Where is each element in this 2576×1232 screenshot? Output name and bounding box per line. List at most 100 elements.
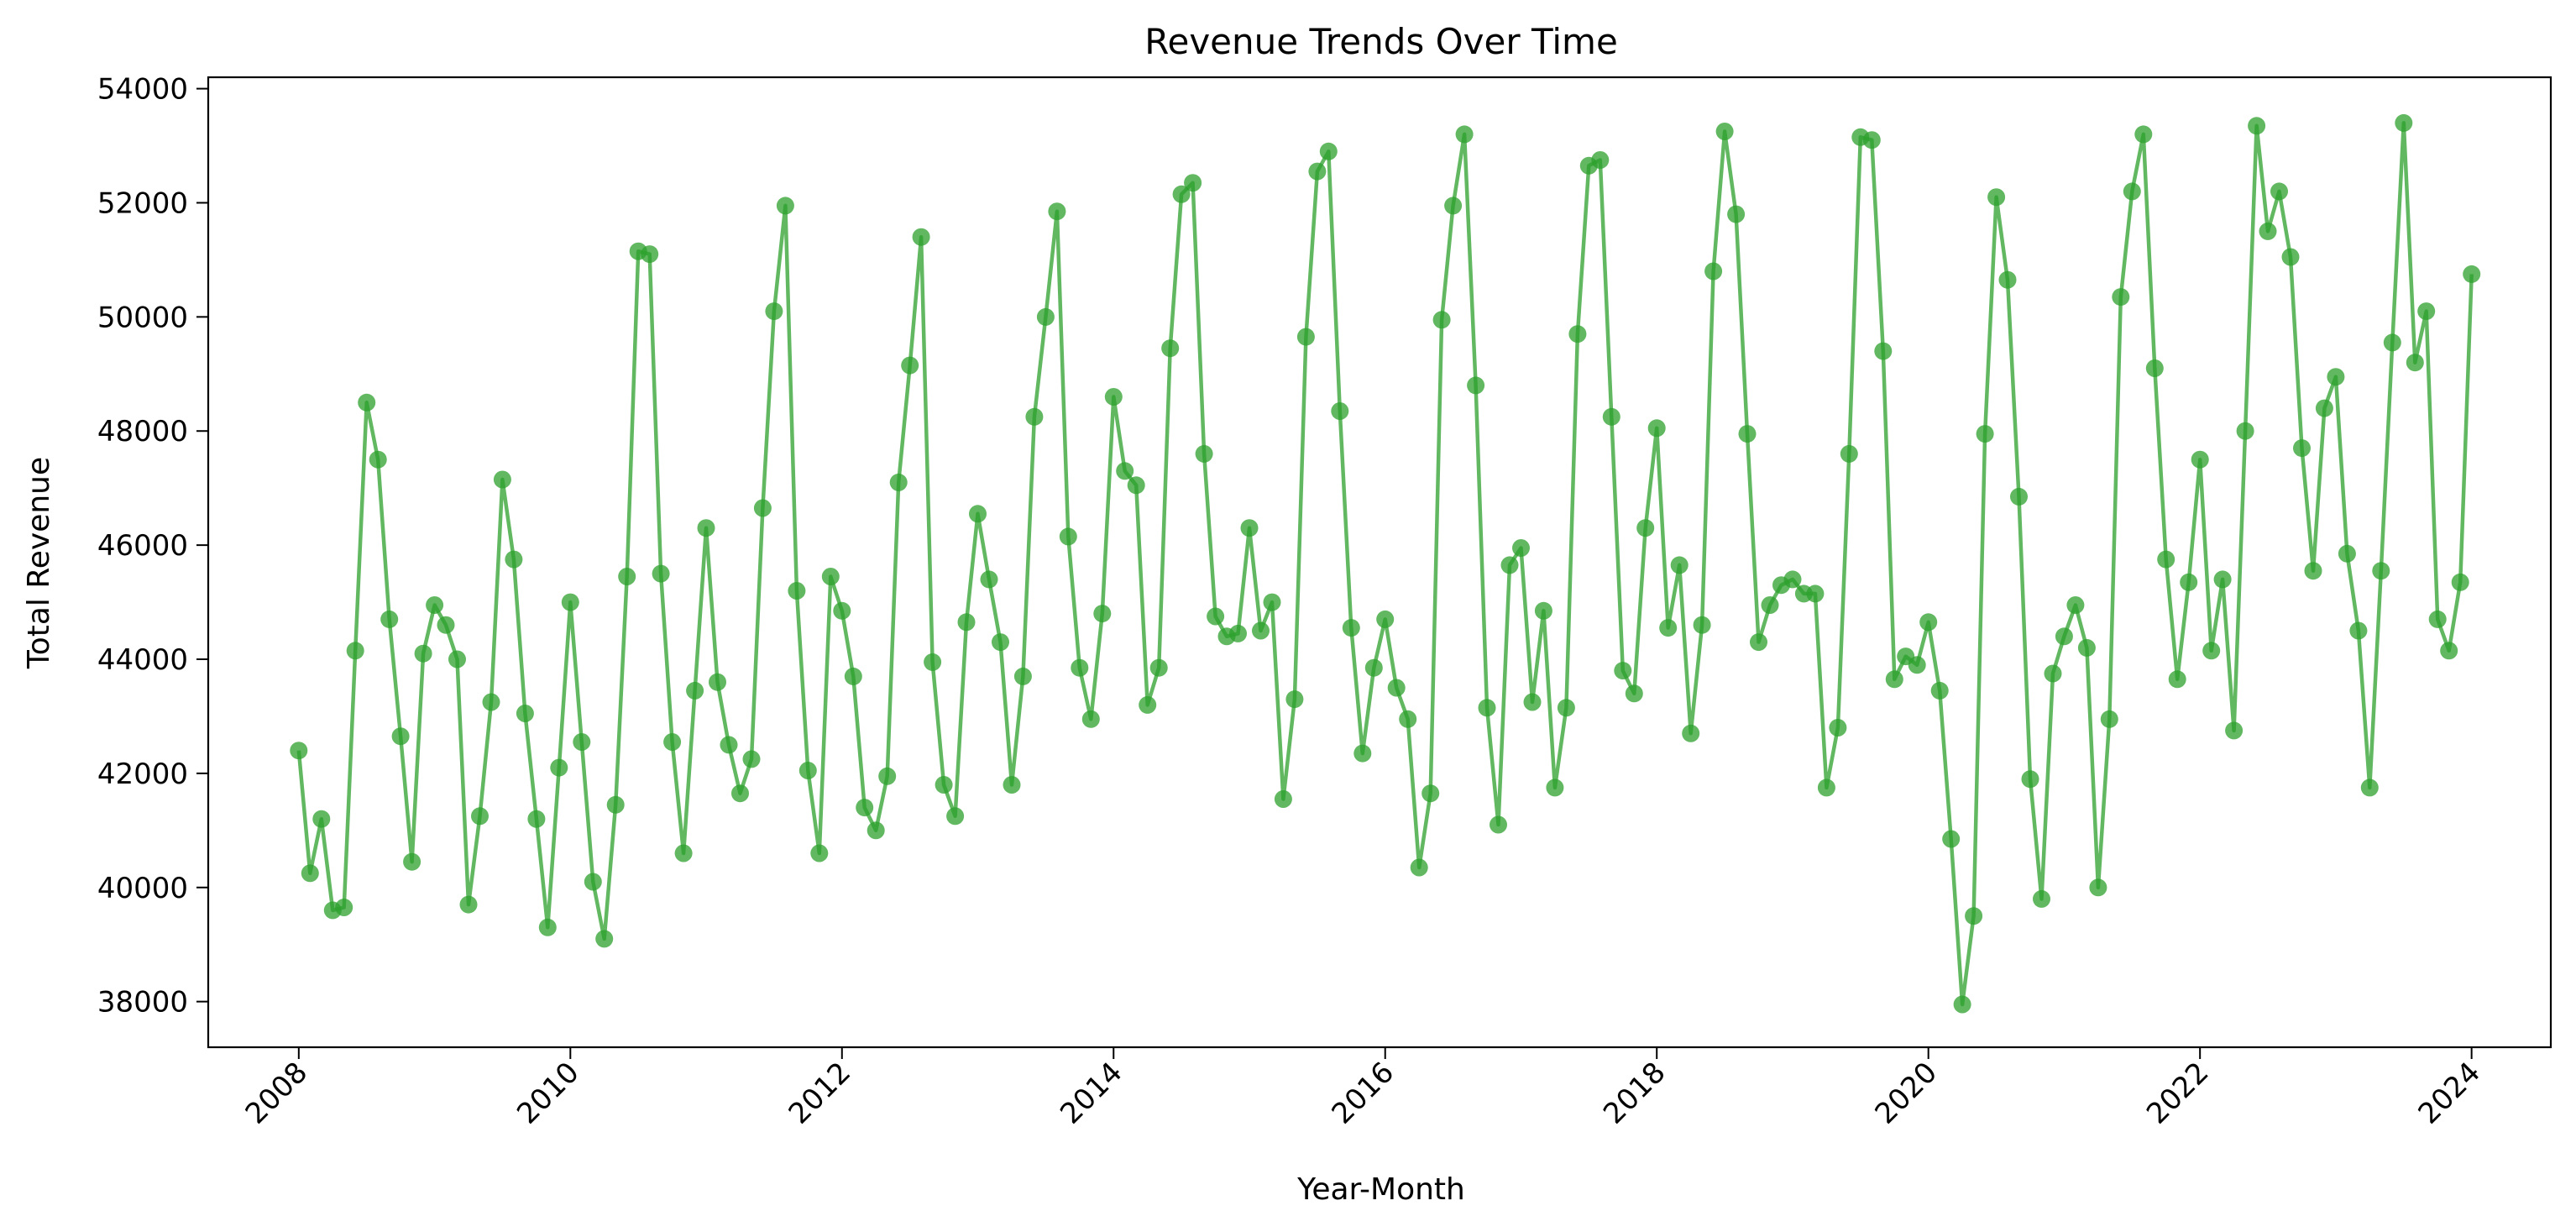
data-point bbox=[1693, 616, 1711, 634]
data-point bbox=[1319, 142, 1338, 160]
data-point bbox=[1591, 151, 1610, 169]
data-point bbox=[1614, 662, 1632, 680]
data-point bbox=[301, 864, 319, 883]
data-point bbox=[1399, 710, 1417, 728]
data-point bbox=[527, 810, 546, 828]
data-point bbox=[1240, 519, 1259, 537]
data-point bbox=[1059, 527, 1077, 546]
data-point bbox=[2417, 302, 2436, 321]
data-point bbox=[538, 918, 557, 936]
data-point bbox=[1364, 658, 1383, 677]
data-point bbox=[471, 807, 489, 826]
x-axis-title: Year-Month bbox=[1296, 1172, 1465, 1207]
data-point bbox=[1490, 815, 1507, 834]
data-point bbox=[2304, 562, 2322, 580]
data-point bbox=[1387, 679, 1406, 697]
data-point bbox=[335, 899, 353, 916]
data-point bbox=[1025, 407, 1044, 426]
data-point bbox=[561, 593, 579, 611]
data-point bbox=[720, 736, 738, 754]
data-point bbox=[2248, 117, 2266, 135]
data-point bbox=[867, 821, 885, 840]
data-point bbox=[516, 705, 534, 722]
data-point bbox=[1071, 658, 1089, 677]
data-point bbox=[1331, 402, 1349, 420]
data-point bbox=[1376, 610, 1395, 628]
data-point bbox=[1467, 376, 1485, 395]
plot-frame bbox=[207, 76, 2552, 1049]
data-point bbox=[573, 733, 591, 751]
data-point bbox=[448, 650, 466, 668]
data-point bbox=[1444, 197, 1463, 215]
data-point bbox=[889, 473, 908, 491]
data-point bbox=[844, 667, 862, 685]
data-point bbox=[1965, 907, 1983, 925]
data-point bbox=[2134, 125, 2153, 144]
data-point bbox=[912, 228, 930, 246]
data-point bbox=[901, 356, 919, 375]
data-point bbox=[618, 568, 636, 585]
data-point bbox=[1161, 339, 1180, 358]
data-point bbox=[2327, 368, 2345, 386]
data-point bbox=[924, 653, 942, 671]
plot-area bbox=[290, 113, 2481, 1014]
y-tick-label: 38000 bbox=[97, 986, 188, 1020]
data-point bbox=[1806, 585, 1825, 603]
data-point bbox=[1568, 325, 1587, 343]
data-point bbox=[856, 799, 874, 817]
data-point bbox=[2395, 113, 2413, 132]
data-point bbox=[2123, 182, 2141, 201]
data-point bbox=[1659, 619, 1678, 637]
data-point bbox=[1930, 681, 1949, 700]
data-point bbox=[1647, 419, 1666, 438]
data-point bbox=[493, 470, 511, 489]
data-point bbox=[776, 197, 794, 215]
data-point bbox=[2180, 573, 2198, 591]
data-point bbox=[2360, 779, 2379, 797]
data-point bbox=[1263, 593, 1281, 611]
data-point bbox=[2293, 439, 2311, 458]
data-point bbox=[1353, 744, 1372, 763]
data-point bbox=[1602, 407, 1620, 426]
data-point bbox=[1512, 539, 1530, 557]
data-point bbox=[1342, 619, 1360, 637]
data-point bbox=[2372, 562, 2390, 580]
data-point bbox=[1783, 570, 1802, 589]
data-point bbox=[1036, 307, 1055, 326]
data-point bbox=[1817, 779, 1835, 797]
data-point bbox=[957, 613, 976, 632]
data-point bbox=[380, 610, 399, 628]
data-point bbox=[969, 505, 987, 523]
data-point bbox=[1829, 719, 1847, 737]
data-point bbox=[1048, 202, 1066, 221]
data-point bbox=[2270, 182, 2288, 201]
y-tick-label: 48000 bbox=[97, 415, 188, 448]
data-point bbox=[1682, 724, 1700, 742]
data-point bbox=[992, 633, 1009, 652]
data-point bbox=[1149, 658, 1168, 677]
data-point bbox=[1081, 710, 1100, 728]
data-point bbox=[1908, 656, 1926, 674]
data-point bbox=[753, 499, 772, 517]
data-point bbox=[1013, 667, 1032, 685]
data-point bbox=[358, 393, 376, 412]
data-point bbox=[2213, 570, 2232, 589]
data-point bbox=[2349, 621, 2368, 640]
data-point bbox=[2021, 770, 2039, 789]
data-point bbox=[391, 727, 410, 746]
data-point bbox=[1704, 262, 1723, 280]
data-point bbox=[1003, 776, 1021, 794]
data-point bbox=[810, 844, 829, 862]
data-point bbox=[2225, 721, 2244, 740]
data-point bbox=[1274, 790, 1292, 808]
data-point bbox=[606, 795, 625, 814]
data-point bbox=[1885, 670, 1903, 689]
data-point bbox=[674, 844, 693, 862]
data-point bbox=[1523, 693, 1542, 711]
data-point bbox=[482, 693, 500, 711]
data-point bbox=[1987, 188, 2006, 207]
data-point bbox=[878, 767, 897, 785]
data-point bbox=[2100, 710, 2118, 728]
data-point bbox=[709, 673, 726, 691]
